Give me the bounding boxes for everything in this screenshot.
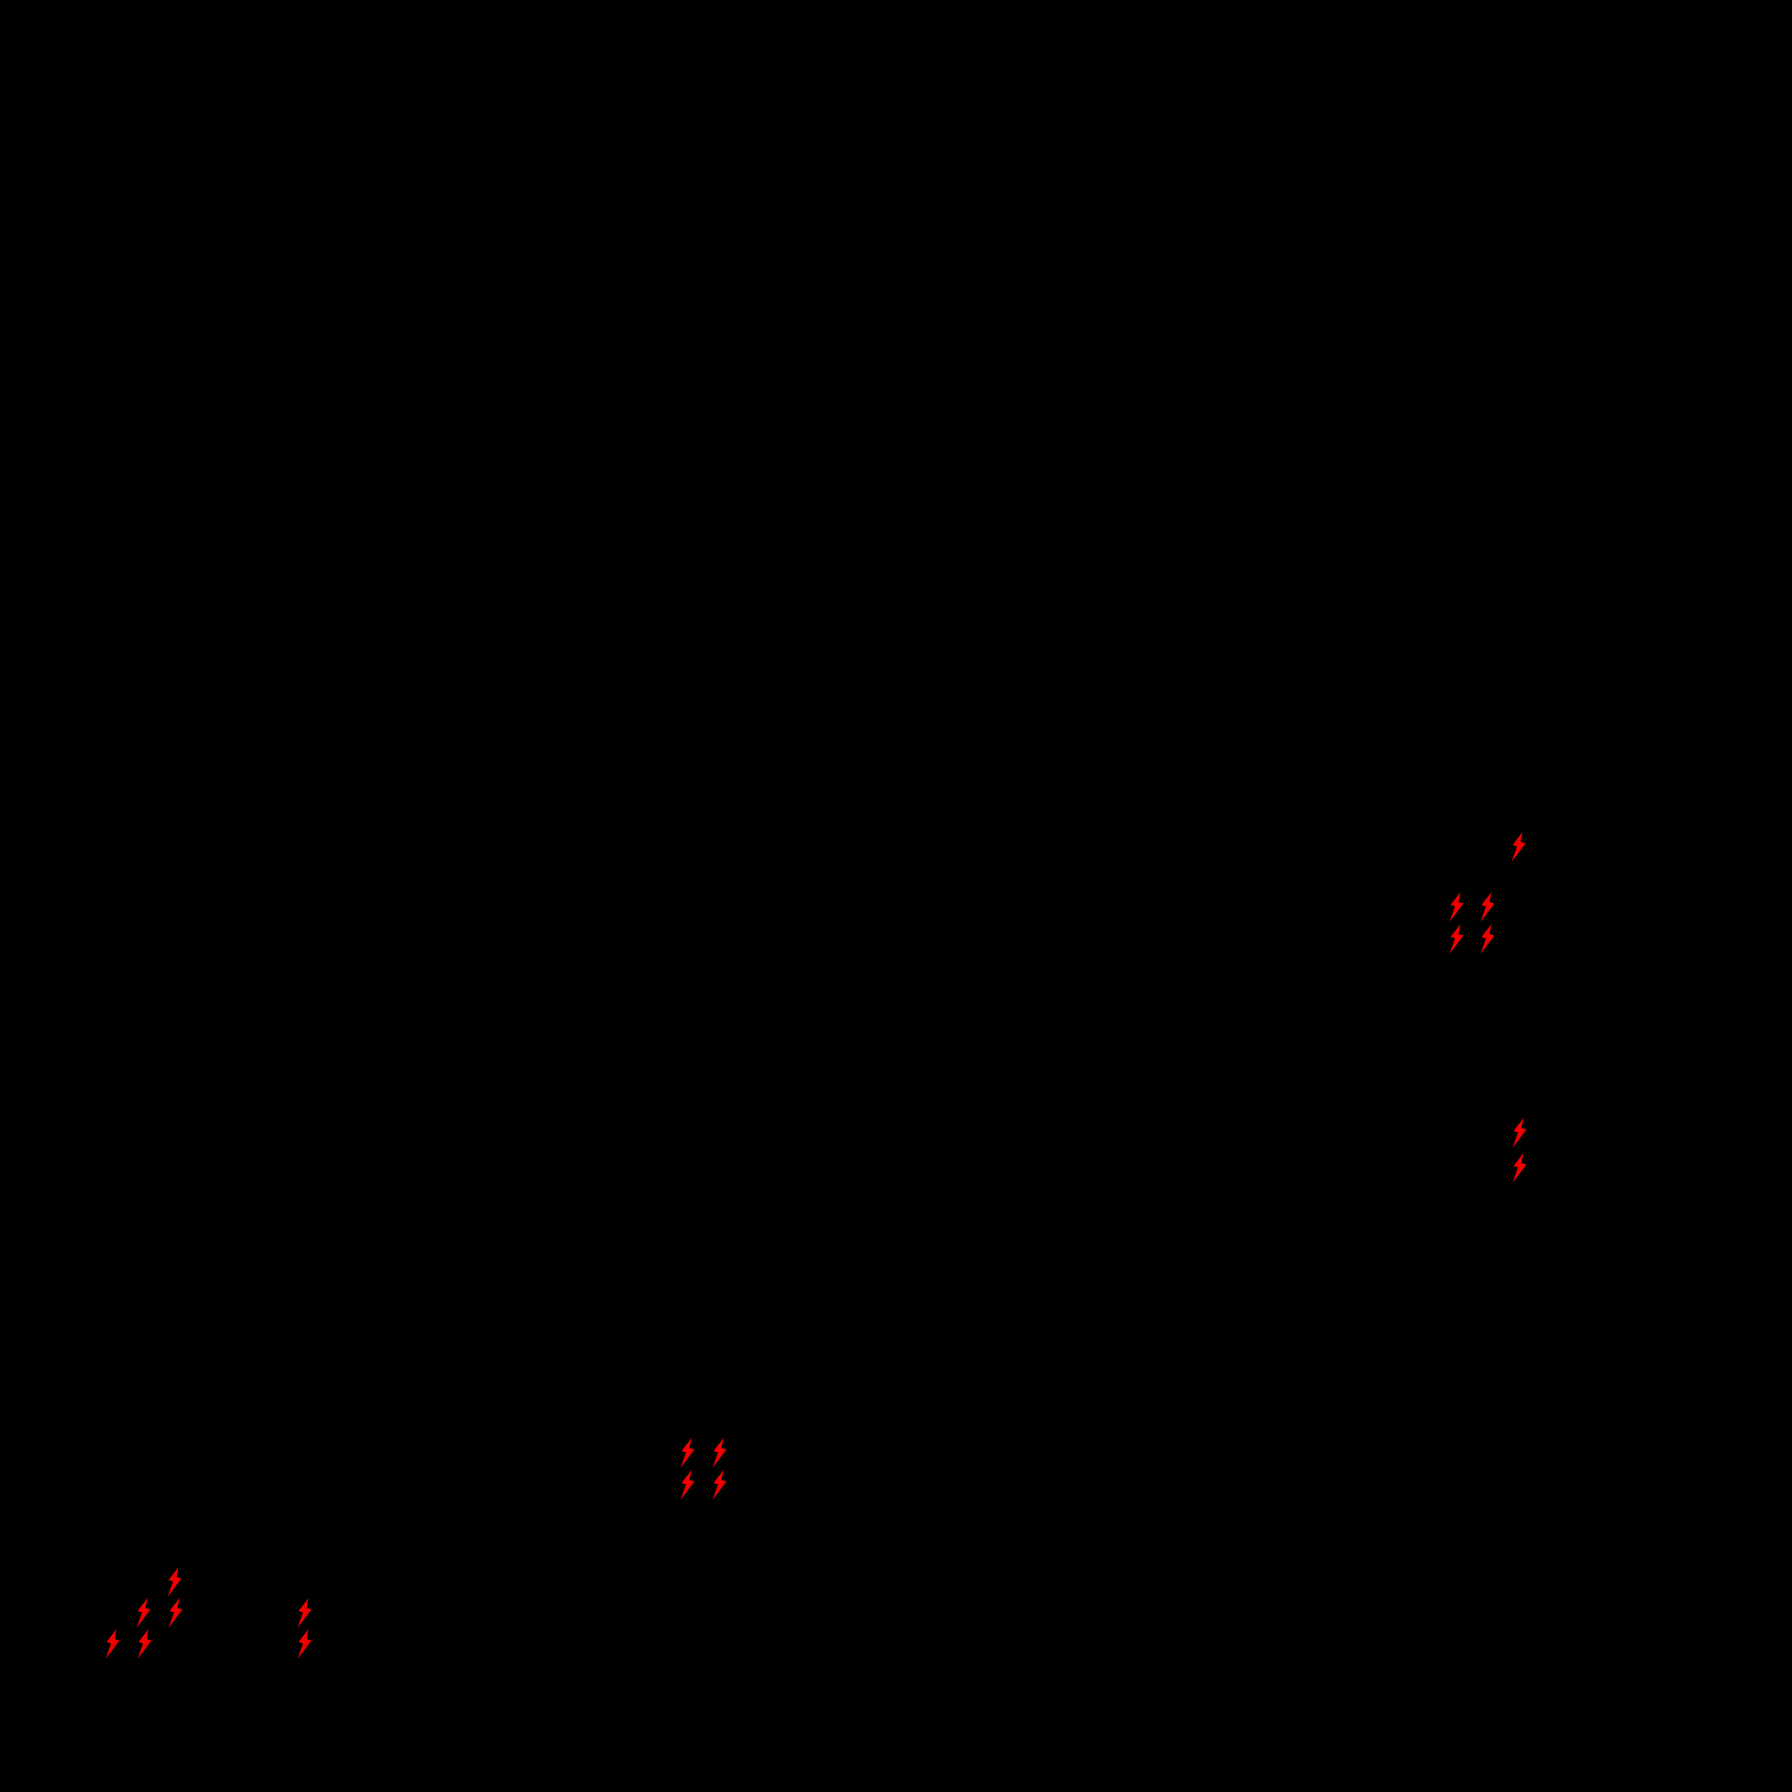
lightning-bolt-icon (166, 1598, 186, 1628)
lightning-bolt-icon (1447, 924, 1467, 954)
lightning-bolt-icon (134, 1598, 154, 1628)
lightning-bolt-icon (678, 1470, 698, 1500)
lightning-bolt-icon (295, 1629, 315, 1659)
lightning-bolt-icon (710, 1470, 730, 1500)
lightning-bolt-icon (1478, 924, 1498, 954)
lightning-bolt-icon (135, 1629, 155, 1659)
lightning-bolt-icon (1510, 1118, 1530, 1148)
lightning-bolt-icon (678, 1438, 698, 1468)
lightning-bolt-icon (1447, 892, 1467, 922)
lightning-bolt-icon (103, 1629, 123, 1659)
lightning-bolt-icon (1509, 832, 1529, 862)
lightning-bolt-icon (710, 1438, 730, 1468)
lightning-bolt-icon (1478, 892, 1498, 922)
lightning-bolt-icon (295, 1598, 315, 1628)
lightning-bolt-icon (165, 1567, 185, 1597)
lightning-bolt-icon (1510, 1153, 1530, 1183)
